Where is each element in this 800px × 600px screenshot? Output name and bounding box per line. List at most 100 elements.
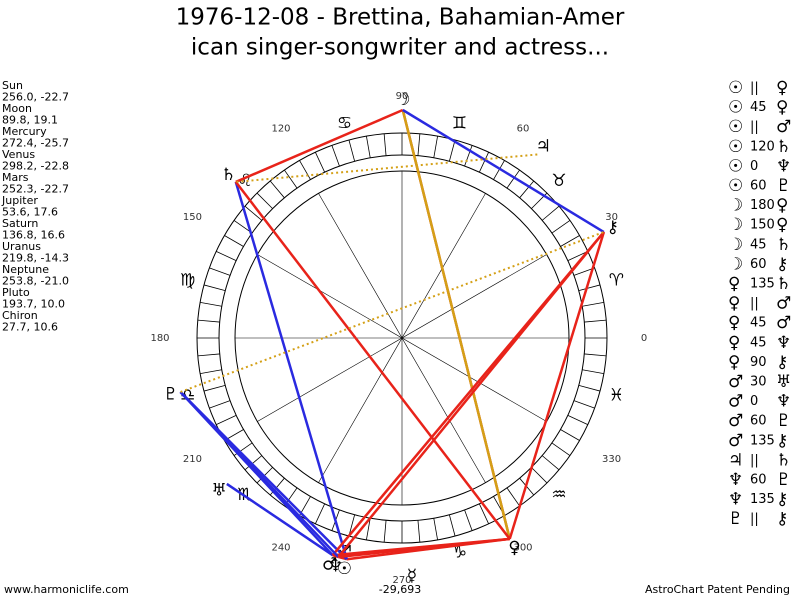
- planet-name: Jupiter: [1, 194, 38, 207]
- tick: [506, 487, 520, 507]
- aspect-glyph: ☉: [728, 137, 743, 157]
- notice: AstroChart Patent Pending: [645, 583, 790, 596]
- tick: [331, 145, 340, 167]
- aspect-glyph: ☉: [728, 156, 743, 176]
- tick: [433, 518, 438, 540]
- sign-glyph: ♍: [180, 271, 195, 291]
- tick: [578, 384, 601, 392]
- degree-label: 330: [602, 454, 621, 465]
- tick: [209, 267, 231, 276]
- planet-glyph: ♂: [322, 555, 337, 575]
- aspect-glyph: ♆: [728, 470, 743, 490]
- planet-glyph: ⚷: [606, 217, 618, 237]
- planet-name: Mars: [2, 171, 29, 184]
- aspect-glyph: ☉: [728, 98, 743, 118]
- tick: [224, 235, 244, 247]
- tick: [448, 514, 456, 537]
- planet-coords: 193.7, 10.0: [2, 298, 65, 311]
- tick: [244, 205, 263, 221]
- aspect-glyph: ♄: [776, 137, 791, 157]
- tick: [551, 442, 571, 456]
- aspect-glyph: ♀: [728, 294, 740, 314]
- aspect-line: [180, 231, 605, 393]
- planet-glyph: ♄: [221, 165, 236, 185]
- degree-label: 30: [605, 212, 618, 223]
- tick: [493, 160, 505, 180]
- tick: [584, 319, 607, 323]
- aspect-glyph: ♀: [776, 98, 788, 118]
- tick: [203, 284, 226, 292]
- aspect-line: [235, 153, 538, 183]
- tick: [448, 139, 456, 162]
- aspect-glyph: ⚷: [776, 254, 788, 274]
- planet-glyph: ☉: [337, 559, 352, 579]
- aspect-glyph: ⚷: [776, 490, 788, 510]
- planet-glyph: ♀: [508, 538, 520, 558]
- tick: [216, 251, 237, 262]
- aspect-glyph: ♅: [776, 372, 791, 392]
- degree-label: 150: [183, 212, 202, 223]
- planet-name: Moon: [2, 102, 32, 115]
- tick: [383, 520, 387, 543]
- aspect-glyph: ♀: [728, 313, 740, 333]
- tick: [551, 220, 571, 234]
- sign-glyph: ♓: [609, 385, 624, 405]
- tick: [578, 284, 601, 292]
- tick: [567, 251, 588, 262]
- degree-label: 90: [396, 91, 409, 102]
- tick: [244, 455, 263, 471]
- aspect-glyph: ♄: [776, 450, 791, 470]
- sign-glyph: ♋: [337, 114, 352, 134]
- planet-name: Venus: [2, 148, 35, 161]
- aspect-glyph: ☽: [728, 254, 743, 274]
- aspect-glyph: ♆: [776, 333, 791, 353]
- tick: [582, 302, 604, 307]
- tick: [299, 160, 311, 180]
- tick: [366, 136, 371, 158]
- aspect-glyph: ♀: [776, 215, 788, 235]
- aspect-glyph: ♆: [776, 156, 791, 176]
- degree-label: 120: [271, 123, 290, 134]
- tick: [269, 180, 285, 199]
- aspect-glyph: ♂: [776, 294, 791, 314]
- tick: [478, 503, 489, 524]
- planet-coords: 253.8, -21.0: [2, 275, 69, 288]
- aspect-type: 60: [750, 473, 767, 488]
- aspect-glyph: ♂: [728, 392, 743, 412]
- aspect-glyph: ♀: [776, 78, 788, 98]
- sign-glyph: ♉: [551, 171, 566, 191]
- aspect-line: [508, 231, 606, 540]
- sign-glyph: ♊: [452, 114, 467, 134]
- planet-name: Pluto: [2, 286, 30, 299]
- tick: [560, 429, 580, 441]
- aspect-type: 45: [750, 316, 767, 331]
- aspect-type: ||: [750, 512, 759, 527]
- wheel: [196, 132, 608, 544]
- planet-coords: 27.7, 10.6: [2, 321, 58, 334]
- tick: [464, 145, 473, 167]
- tick: [541, 205, 560, 221]
- planet-glyph: ♇: [163, 384, 178, 404]
- aspect-glyph: ☽: [728, 196, 743, 216]
- planet-glyph: ☿: [407, 566, 417, 586]
- aspect-glyph: ♀: [776, 196, 788, 216]
- aspect-line: [234, 181, 511, 540]
- center-value: -29,693: [379, 583, 421, 596]
- title: ican singer-songwriter and actress...: [191, 35, 609, 61]
- planet-name: Mercury: [2, 125, 47, 138]
- aspect-type: 135: [750, 492, 775, 507]
- sign-glyph: ♑: [452, 542, 467, 562]
- tick: [506, 169, 520, 189]
- aspect-line: [226, 482, 334, 557]
- sign-glyph: ♈: [609, 271, 624, 291]
- planet-coords: 219.8, -14.3: [2, 252, 69, 265]
- aspect-glyph: ♇: [776, 470, 791, 490]
- tick: [284, 169, 298, 189]
- aspect-type: 135: [750, 277, 775, 292]
- tick: [584, 353, 607, 357]
- aspect-line: [179, 391, 340, 558]
- aspect-type: 45: [750, 335, 767, 350]
- aspect-glyph: ☽: [728, 235, 743, 255]
- planet-glyph: ☽: [395, 90, 410, 110]
- aspect-line: [402, 108, 605, 234]
